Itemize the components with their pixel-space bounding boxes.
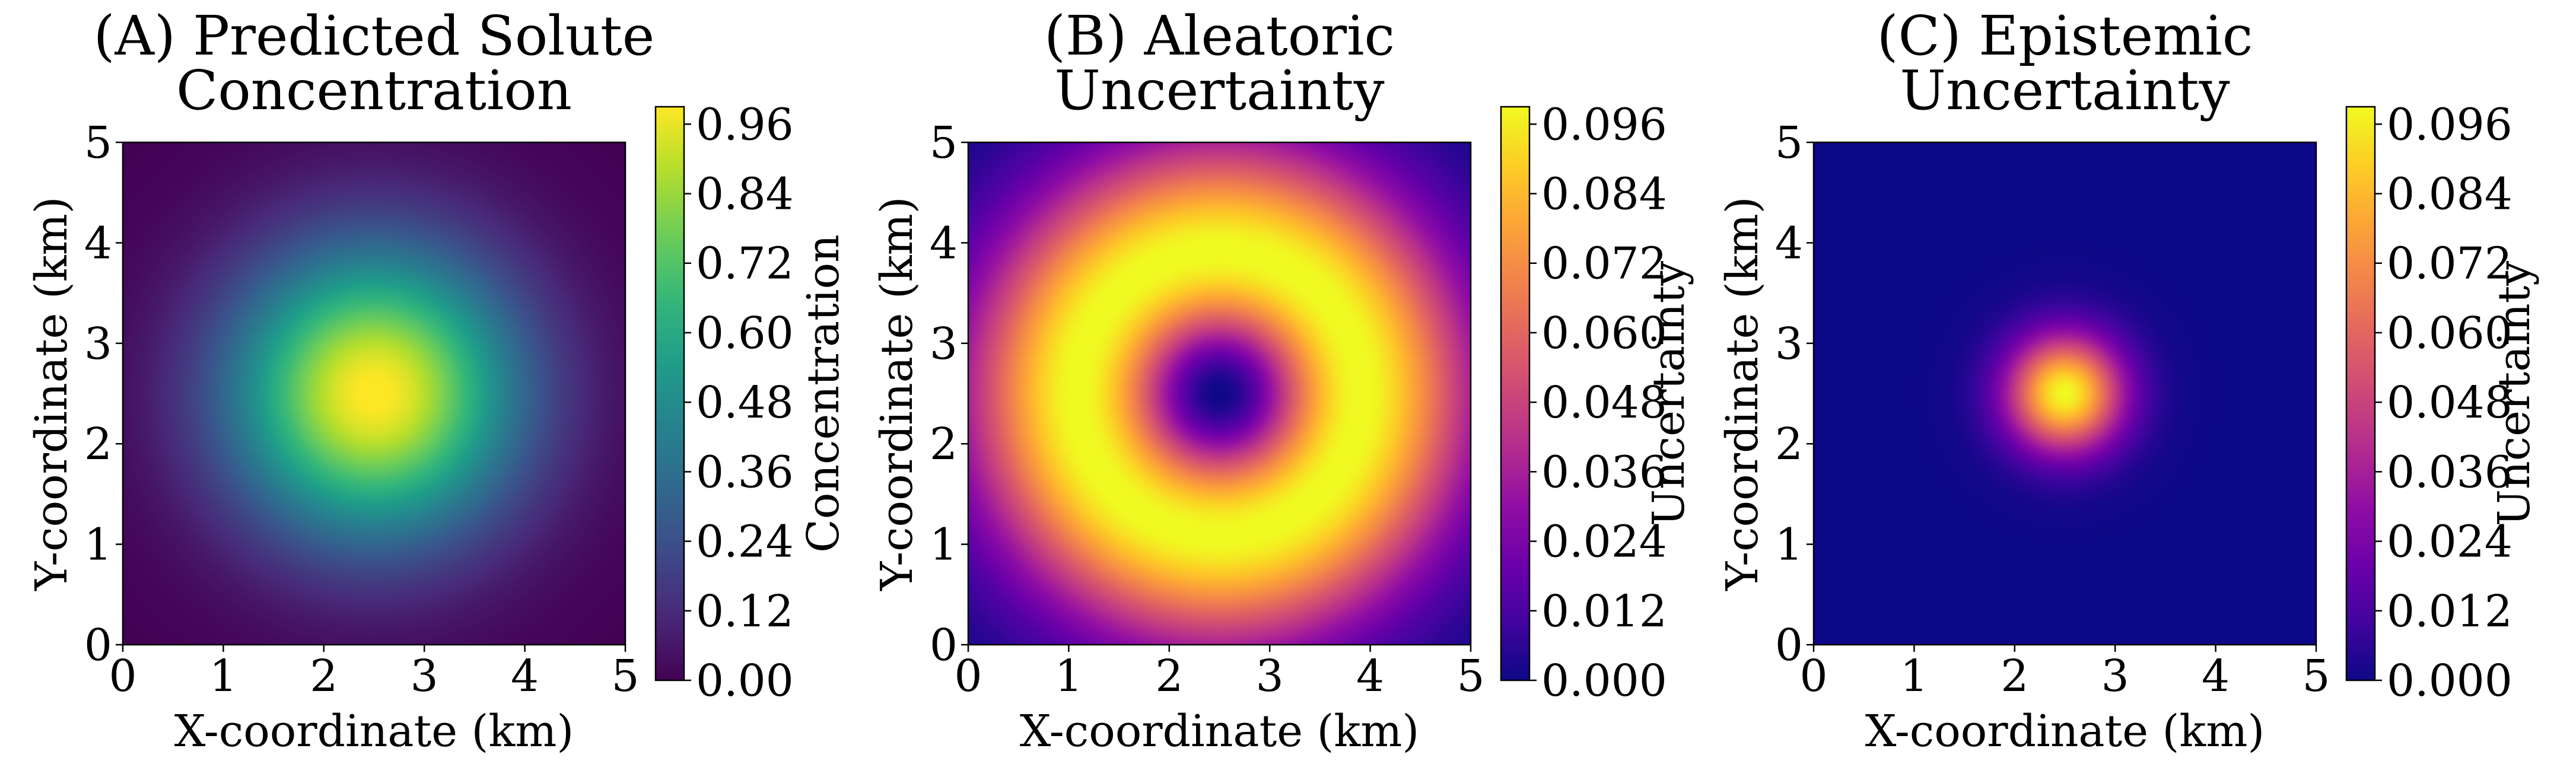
x-tick-label: 0 bbox=[954, 651, 982, 702]
title-C-line1: (C) Epistemic bbox=[1877, 4, 2253, 68]
colorbar-tick-label: 0.012 bbox=[1541, 586, 1667, 637]
y-tick-label: 4 bbox=[1775, 218, 1803, 269]
plot-frame-B bbox=[967, 141, 1472, 646]
title-B-line2: Uncertainty bbox=[1054, 59, 1384, 122]
colorbar-B bbox=[1500, 106, 1531, 682]
y-tick-label: 0 bbox=[84, 620, 112, 671]
colorbar-tick-label: 0.012 bbox=[2387, 586, 2513, 637]
colorbar-tick-label: 0.072 bbox=[1541, 238, 1667, 289]
colorbar-tick-label: 0.060 bbox=[1541, 308, 1667, 359]
y-tick-label: 5 bbox=[84, 117, 112, 168]
colorbar-tick-label: 0.00 bbox=[696, 655, 794, 706]
colorbar-tick-label: 0.60 bbox=[696, 308, 794, 359]
y-tick-label: 3 bbox=[1775, 319, 1803, 370]
colorbar-tick-label: 0.12 bbox=[696, 586, 794, 637]
x-axis-label-B: X-coordinate (km) bbox=[1020, 706, 1420, 757]
heatmap-C bbox=[1814, 142, 2316, 645]
colorbar-tick-label: 0.036 bbox=[2387, 447, 2513, 498]
y-tick-label: 3 bbox=[84, 319, 112, 370]
colorbar-C bbox=[2345, 106, 2376, 682]
y-tick-label: 2 bbox=[1775, 419, 1803, 470]
plot-frame-C bbox=[1812, 141, 2317, 646]
x-tick-label: 1 bbox=[1055, 651, 1083, 702]
x-tick-label: 0 bbox=[1799, 651, 1827, 702]
x-tick-label: 2 bbox=[310, 651, 338, 702]
x-axis-label-A: X-coordinate (km) bbox=[174, 706, 574, 757]
title-B-line1: (B) Aleatoric bbox=[1044, 4, 1395, 68]
colorbar-label-C: Uncertainty bbox=[2489, 261, 2540, 527]
heatmap-A bbox=[123, 142, 625, 645]
colorbar-tick-label: 0.72 bbox=[696, 238, 794, 289]
y-tick-label: 2 bbox=[84, 419, 112, 470]
y-tick-label: 5 bbox=[1775, 117, 1803, 168]
colorbar-tick-label: 0.000 bbox=[2387, 655, 2513, 706]
y-tick-label: 1 bbox=[84, 520, 112, 571]
colorbar-tick-label: 0.36 bbox=[696, 447, 794, 498]
title-A-line2: Concentration bbox=[176, 59, 572, 122]
colorbar-tick-label: 0.084 bbox=[2387, 169, 2513, 220]
title-A-line1: (A) Predicted Solute bbox=[94, 4, 655, 68]
colorbar-tick-label: 0.48 bbox=[696, 377, 794, 428]
colorbar-A bbox=[654, 106, 685, 682]
colorbar-tick-label: 0.036 bbox=[1541, 447, 1667, 498]
y-tick-label: 1 bbox=[930, 520, 958, 571]
x-tick-label: 5 bbox=[1456, 651, 1484, 702]
colorbar-tick-label: 0.072 bbox=[2387, 238, 2513, 289]
title-C-line2: Uncertainty bbox=[1900, 59, 2230, 122]
x-tick-label: 3 bbox=[1256, 651, 1284, 702]
colorbar-tick-label: 0.096 bbox=[1541, 99, 1667, 150]
x-axis-label-C: X-coordinate (km) bbox=[1865, 706, 2265, 757]
colorbar-tick-label: 0.060 bbox=[2387, 308, 2513, 359]
colorbar-tick-label: 0.096 bbox=[2387, 99, 2513, 150]
y-tick-label: 4 bbox=[84, 218, 112, 269]
colorbar-label-A: Concentration bbox=[798, 234, 849, 553]
colorbar-tick-label: 0.84 bbox=[696, 169, 794, 220]
colorbar-tick-label: 0.96 bbox=[696, 99, 794, 150]
colorbar-tick-label: 0.24 bbox=[696, 517, 794, 568]
y-tick-label: 5 bbox=[930, 117, 958, 168]
colorbar-tick-label: 0.048 bbox=[1541, 377, 1667, 428]
y-tick-label: 0 bbox=[1775, 620, 1803, 671]
y-tick-label: 4 bbox=[930, 218, 958, 269]
colorbar-tick-label: 0.084 bbox=[1541, 169, 1667, 220]
y-axis-label-B: Y-coordinate (km) bbox=[872, 196, 923, 591]
y-axis-label-A: Y-coordinate (km) bbox=[26, 196, 77, 591]
x-tick-label: 4 bbox=[1356, 651, 1384, 702]
x-tick-label: 3 bbox=[411, 651, 438, 702]
x-tick-label: 1 bbox=[1900, 651, 1928, 702]
y-axis-label-C: Y-coordinate (km) bbox=[1717, 196, 1768, 591]
plot-frame-A bbox=[122, 141, 626, 646]
colorbar-tick-label: 0.048 bbox=[2387, 377, 2513, 428]
y-tick-label: 3 bbox=[930, 319, 958, 370]
x-tick-label: 2 bbox=[2001, 651, 2028, 702]
colorbar-label-B: Uncertainty bbox=[1643, 261, 1694, 527]
colorbar-tick-label: 0.024 bbox=[2387, 517, 2513, 568]
colorbar-tick-label: 0.024 bbox=[1541, 517, 1667, 568]
y-tick-label: 1 bbox=[1775, 520, 1803, 571]
x-tick-label: 2 bbox=[1155, 651, 1183, 702]
x-tick-label: 5 bbox=[611, 651, 639, 702]
x-tick-label: 4 bbox=[511, 651, 539, 702]
x-tick-label: 4 bbox=[2202, 651, 2230, 702]
x-tick-label: 1 bbox=[209, 651, 237, 702]
x-tick-label: 0 bbox=[109, 651, 136, 702]
y-tick-label: 0 bbox=[930, 620, 958, 671]
heatmap-B bbox=[968, 142, 1471, 645]
colorbar-tick-label: 0.000 bbox=[1541, 655, 1667, 706]
y-tick-label: 2 bbox=[930, 419, 958, 470]
x-tick-label: 3 bbox=[2101, 651, 2129, 702]
x-tick-label: 5 bbox=[2302, 651, 2330, 702]
